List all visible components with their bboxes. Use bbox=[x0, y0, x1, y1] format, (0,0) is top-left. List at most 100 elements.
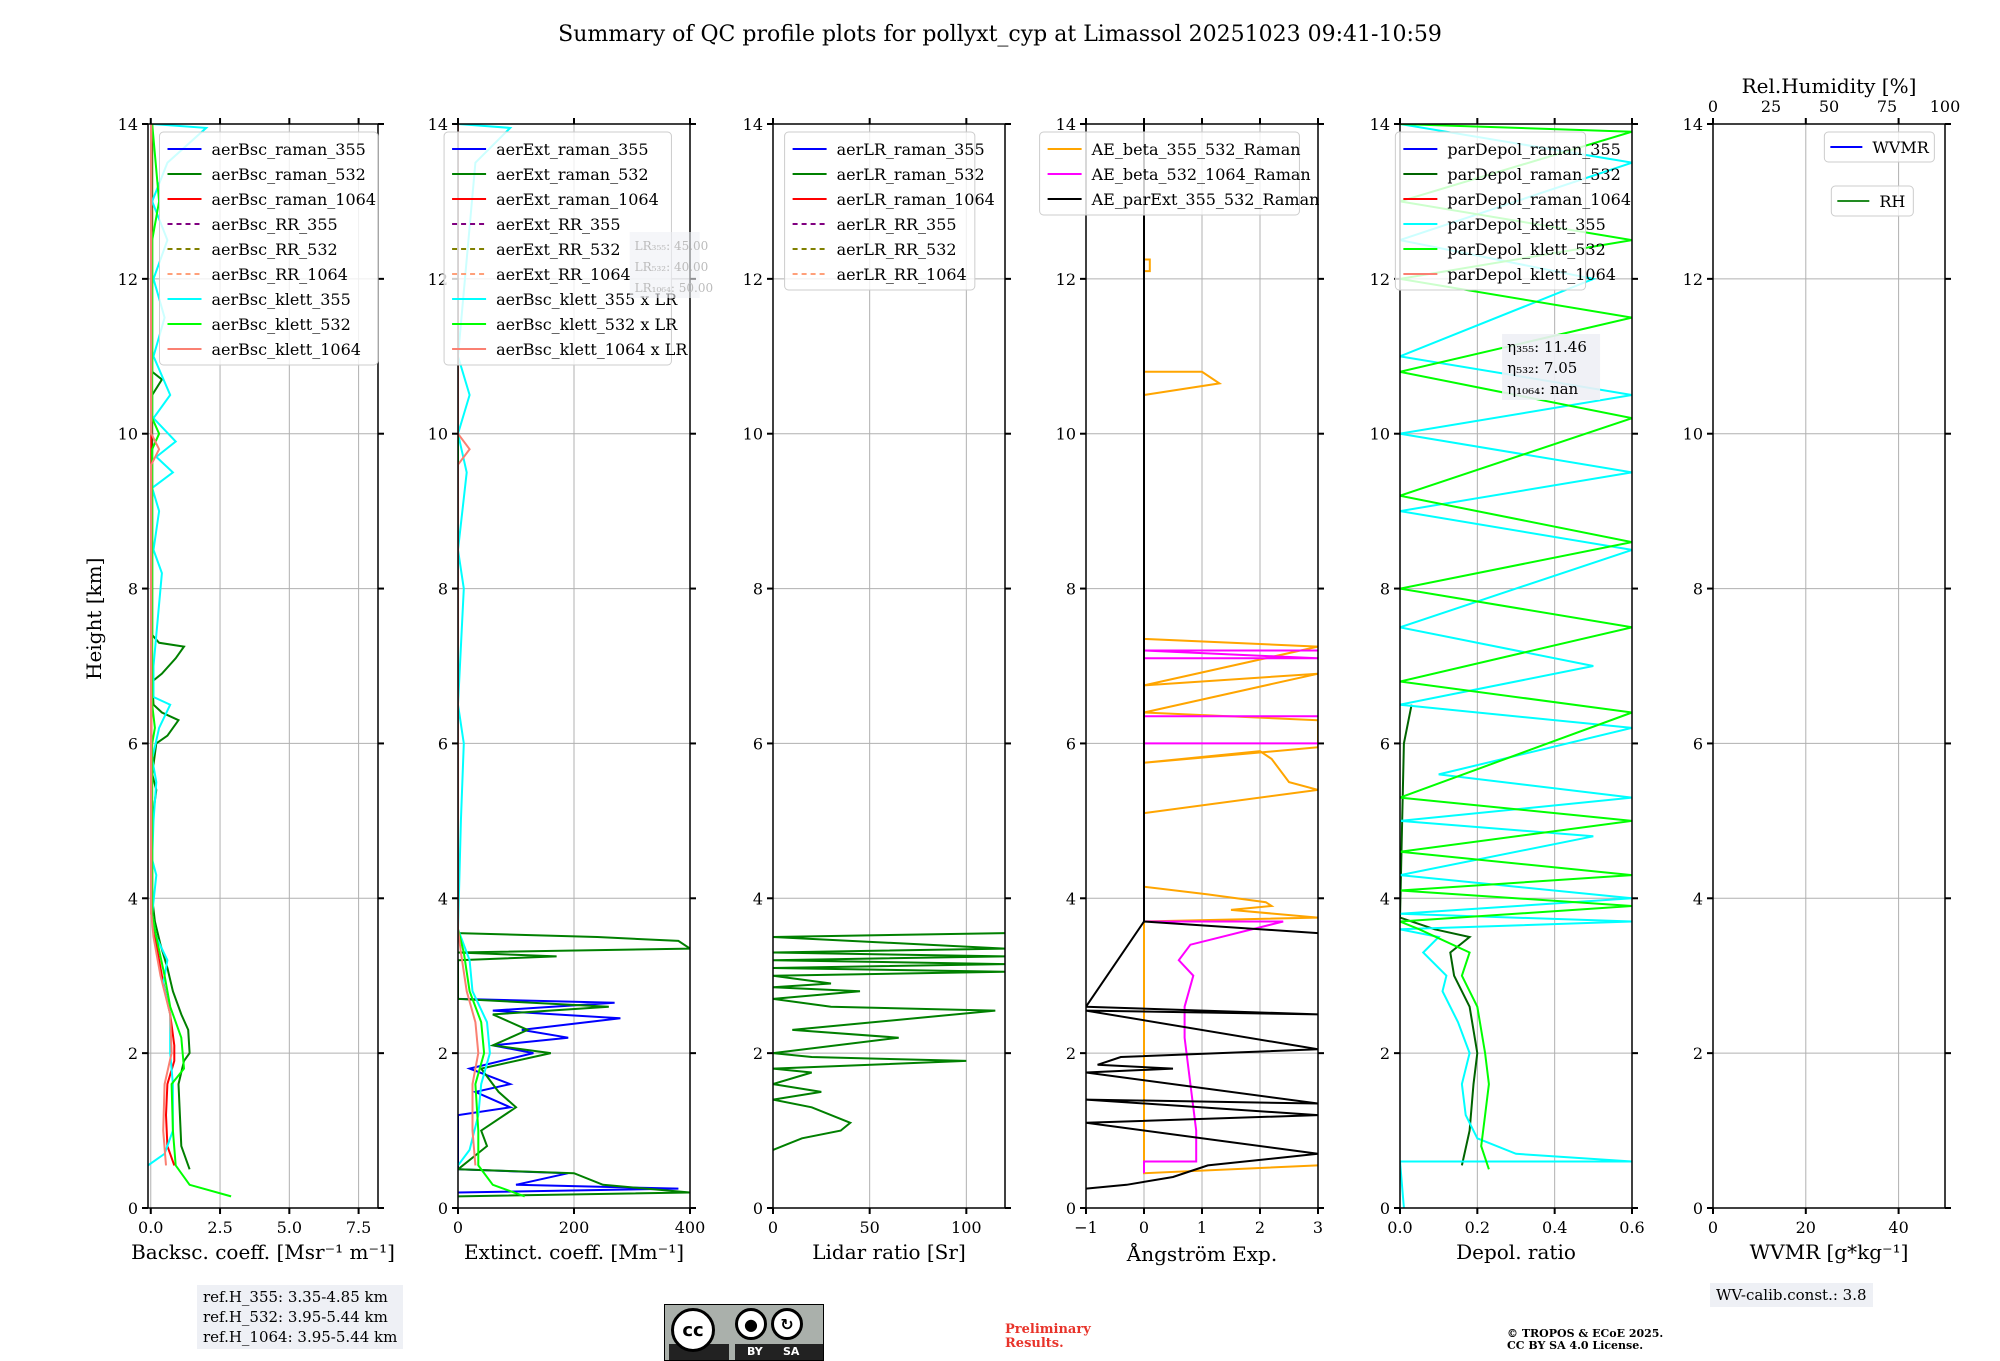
legend-entry: aerBsc_RR_532 bbox=[212, 240, 338, 259]
y-tick-label: 4 bbox=[753, 889, 763, 908]
legend-entry: aerExt_raman_532 bbox=[496, 165, 649, 184]
series-line-aerBsc_klett_532-x-LR bbox=[458, 124, 526, 1198]
y-tick-label: 6 bbox=[1380, 734, 1390, 753]
secondary-x-tick-label: 25 bbox=[1761, 97, 1781, 116]
y-tick-label: 14 bbox=[743, 115, 763, 134]
secondary-x-tick-label: 0 bbox=[1708, 97, 1718, 116]
axes-frame bbox=[1399, 123, 1633, 1209]
y-tick-label: 10 bbox=[1683, 425, 1703, 444]
legend-entry: aerBsc_klett_532 x LR bbox=[496, 315, 678, 334]
series-line-parDepol_klett_355 bbox=[1400, 124, 1632, 1208]
panel-water_vapor: 0 20 40 0 2 4 6 8 10 12 14 0 25 50 75 100 WVMR RH bbox=[1683, 97, 1961, 1237]
x-tick-label: −1 bbox=[1074, 1218, 1098, 1237]
x-tick-label: 0.0 bbox=[1387, 1218, 1412, 1237]
wv-calibration-constant: WV-calib.const.: 3.8 bbox=[1716, 1286, 1867, 1304]
legend-entry: aerLR_RR_355 bbox=[837, 215, 957, 234]
share-alike-icon: ↻ bbox=[771, 1308, 803, 1340]
series-line-AE_beta_355_532_Raman bbox=[1143, 124, 1318, 1175]
copyright-note: © TROPOS & ECoE 2025. CC BY SA 4.0 Licen… bbox=[1507, 1328, 1663, 1352]
legend-entry: aerLR_RR_532 bbox=[837, 240, 957, 259]
figure-title: Summary of QC profile plots for pollyxt_… bbox=[558, 22, 1442, 47]
legend-box bbox=[784, 131, 976, 291]
xlabel-angstrom: Ångström Exp. bbox=[1126, 1242, 1278, 1266]
legend-entry: aerLR_RR_1064 bbox=[837, 265, 967, 284]
legend-entry: aerBsc_klett_355 bbox=[212, 290, 351, 309]
x-tick-label: 100 bbox=[951, 1218, 982, 1237]
axes-frame bbox=[1712, 123, 1946, 1209]
legend-box bbox=[1830, 185, 1914, 217]
legend-entry: aerBsc_klett_1064 x LR bbox=[496, 340, 688, 359]
annotation-line: η₁₀₆₄: nan bbox=[1507, 380, 1578, 398]
y-tick-label: 0 bbox=[1693, 1199, 1703, 1218]
legend-entry: aerExt_RR_355 bbox=[496, 215, 620, 234]
annotation-box bbox=[629, 232, 700, 298]
y-tick-label: 8 bbox=[1693, 580, 1703, 599]
y-tick-label: 4 bbox=[128, 889, 138, 908]
panel-extinction: 0 200 400 0 2 4 6 8 10 12 14 aerExt_raman_355 aerExt… bbox=[428, 115, 714, 1237]
legend-entry: aerLR_raman_532 bbox=[837, 165, 985, 184]
preliminary-results-note: Preliminary Results. bbox=[1005, 1323, 1091, 1351]
legend-entry: aerBsc_RR_355 bbox=[212, 215, 338, 234]
y-tick-label: 0 bbox=[1066, 1199, 1076, 1218]
legend-box bbox=[159, 131, 379, 366]
x-tick-label: 0.0 bbox=[138, 1218, 163, 1237]
x-tick-label: 0.4 bbox=[1542, 1218, 1567, 1237]
reference-heights-box: ref.H_355: 3.35-4.85 km ref.H_532: 3.95-… bbox=[197, 1285, 404, 1349]
legend-entry: parDepol_klett_355 bbox=[1447, 215, 1605, 234]
cc-by-label: BY bbox=[747, 1345, 763, 1358]
y-tick-label: 14 bbox=[118, 115, 138, 134]
y-tick-label: 12 bbox=[1056, 270, 1076, 289]
legend-box bbox=[1823, 131, 1935, 163]
legend-entry: aerBsc_klett_532 bbox=[212, 315, 351, 334]
attribution-person-icon: ● bbox=[735, 1308, 767, 1340]
preliminary-line-1: Preliminary bbox=[1005, 1322, 1091, 1337]
annotation-line: LR₃₅₅: 45.00 bbox=[635, 239, 709, 253]
x-tick-label: 200 bbox=[559, 1218, 590, 1237]
legend-entry: WVMR bbox=[1872, 138, 1929, 157]
xlabel-backscatter: Backsc. coeff. [Msr⁻¹ m⁻¹] bbox=[131, 1240, 395, 1264]
series-line-aerExt_raman_355 bbox=[458, 997, 679, 1194]
y-tick-label: 4 bbox=[1693, 889, 1703, 908]
legend-entry: RH bbox=[1879, 192, 1905, 211]
y-tick-label: 10 bbox=[743, 425, 763, 444]
series-line-aerBsc_klett_1064-x-LR bbox=[458, 124, 480, 1166]
y-tick-label: 8 bbox=[1066, 580, 1076, 599]
ref-height-1064: ref.H_1064: 3.95-5.44 km bbox=[203, 1328, 398, 1346]
y-tick-label: 8 bbox=[128, 580, 138, 599]
y-tick-label: 2 bbox=[128, 1044, 138, 1063]
series-line-aerLR_raman_532 bbox=[773, 932, 1005, 1151]
xlabel-rh-top: Rel.Humidity [%] bbox=[1741, 74, 1917, 98]
y-tick-label: 2 bbox=[1066, 1044, 1076, 1063]
legend-entry: aerExt_RR_1064 bbox=[496, 265, 631, 284]
y-tick-label: 2 bbox=[753, 1044, 763, 1063]
series-line-parDepol_klett_532 bbox=[1400, 124, 1632, 1170]
y-tick-label: 10 bbox=[1056, 425, 1076, 444]
y-axis-label: Height [km] bbox=[82, 557, 106, 680]
y-tick-label: 12 bbox=[1370, 270, 1390, 289]
series-line-aerBsc_klett_355-x-LR bbox=[458, 124, 513, 1166]
x-tick-label: 0 bbox=[1708, 1218, 1718, 1237]
secondary-x-tick-label: 50 bbox=[1819, 97, 1839, 116]
series-line-AE_parExt_355_532_Raman bbox=[1086, 124, 1318, 1190]
legend-entry: aerLR_raman_355 bbox=[837, 140, 985, 159]
cc-license-badge: cc ● ↻ BY SA bbox=[664, 1304, 824, 1361]
y-tick-label: 12 bbox=[743, 270, 763, 289]
y-tick-label: 10 bbox=[1370, 425, 1390, 444]
cc-icon: cc bbox=[671, 1308, 715, 1352]
legend-entry: aerExt_RR_532 bbox=[496, 240, 620, 259]
copyright-line-2: CC BY SA 4.0 License. bbox=[1507, 1339, 1644, 1352]
ref-height-355: ref.H_355: 3.35-4.85 km bbox=[203, 1288, 388, 1306]
y-tick-label: 14 bbox=[1370, 115, 1390, 134]
preliminary-line-2: Results. bbox=[1005, 1336, 1064, 1351]
legend-box bbox=[1394, 131, 1587, 291]
y-tick-label: 4 bbox=[1380, 889, 1390, 908]
y-tick-label: 12 bbox=[118, 270, 138, 289]
panel-lidar_ratio: 0 50 100 0 2 4 6 8 10 12 14 aerLR_raman_355 aerLR_ra… bbox=[743, 115, 1011, 1237]
y-tick-label: 4 bbox=[1066, 889, 1076, 908]
x-tick-label: 0.2 bbox=[1465, 1218, 1490, 1237]
y-tick-label: 10 bbox=[428, 425, 448, 444]
axes-frame bbox=[772, 123, 1006, 1209]
legend-entry: parDepol_raman_355 bbox=[1447, 140, 1620, 159]
x-tick-label: 50 bbox=[859, 1218, 879, 1237]
